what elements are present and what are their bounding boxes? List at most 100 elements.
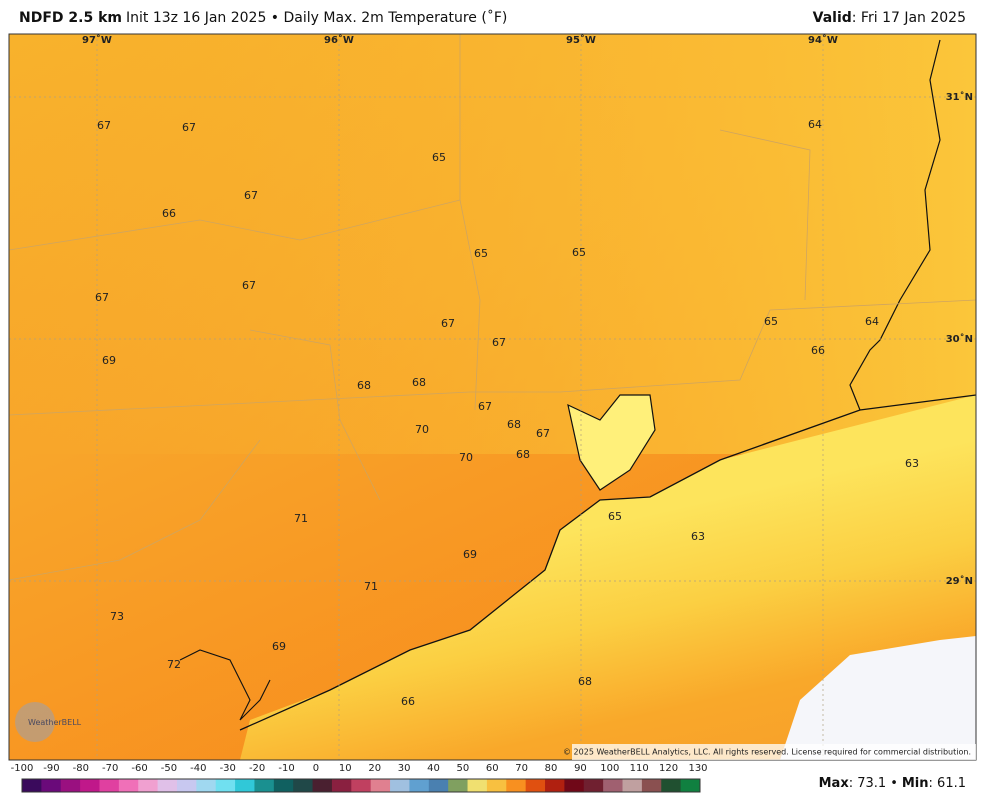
station-value: 67 [244, 189, 258, 202]
colorbar-label: -20 [249, 763, 265, 774]
colorbar-cell [564, 779, 585, 792]
station-value: 65 [572, 246, 586, 259]
lat-label: 30˚N [946, 333, 973, 345]
valid-label: Valid [813, 10, 852, 26]
colorbar-cell [312, 779, 333, 792]
colorbar-cell [22, 779, 42, 792]
colorbar-label: 50 [457, 763, 470, 774]
colorbar-cell [293, 779, 314, 792]
station-value: 68 [578, 675, 592, 688]
colorbar-label: 130 [688, 763, 707, 774]
lon-label: 95˚W [566, 34, 596, 46]
colorbar-label: -80 [73, 763, 89, 774]
state-border [849, 39, 941, 411]
colorbar-label: 80 [545, 763, 558, 774]
valid-time: Valid: Fri 17 Jan 2025 [813, 10, 966, 26]
colorbar-cell [118, 779, 139, 792]
lat-label: 29˚N [946, 575, 973, 587]
station-value: 66 [401, 695, 415, 708]
coastline [239, 394, 977, 731]
station-value: 71 [364, 580, 378, 593]
colorbar-cell [661, 779, 682, 792]
land-shade [9, 34, 976, 454]
colorbar-label: -70 [102, 763, 118, 774]
station-value: 67 [95, 291, 109, 304]
colorbar-label: 20 [368, 763, 381, 774]
colorbar-cell [176, 779, 197, 792]
colorbar-cell [41, 779, 62, 792]
colorbar-cell [603, 779, 624, 792]
colorbar-cell [370, 779, 391, 792]
colorbar-cell [235, 779, 255, 792]
colorbar-label: -30 [220, 763, 236, 774]
station-value: 71 [294, 512, 308, 525]
colorbar-frame [21, 778, 701, 793]
station-value: 67 [536, 427, 550, 440]
county-lines [8, 34, 977, 581]
valid-value: : Fri 17 Jan 2025 [852, 10, 966, 26]
copyright-bg [572, 744, 976, 760]
colorbar-label: 40 [427, 763, 440, 774]
colorbar: -100 -90 -80 -70 -60 -50 -40 -30 -20 -10 0 10 20 30 40… [11, 763, 708, 793]
stats: Max: 73.1 • Min: 61.1 [819, 776, 966, 791]
logo-text: WeatherBELL [28, 718, 82, 727]
colorbar-label: 100 [600, 763, 619, 774]
colorbar-cell [60, 779, 81, 792]
station-value: 67 [97, 119, 111, 132]
gulf [240, 395, 976, 760]
max-value: : 73.1 [849, 776, 886, 791]
colorbar-cell [254, 779, 275, 792]
colorbar-label: -90 [43, 763, 59, 774]
colorbar-cell [390, 779, 410, 792]
colorbar-cell [680, 779, 701, 792]
lon-label: 94˚W [808, 34, 838, 46]
min-value: : 61.1 [929, 776, 966, 791]
map: WeatherBELL © 2025 WeatherBELL Analytics… [8, 33, 977, 761]
colorbar-label: 60 [486, 763, 499, 774]
station-value: 67 [182, 121, 196, 134]
colorbar-cell [215, 779, 236, 792]
galveston-bay [567, 394, 656, 491]
colorbar-cell [351, 779, 372, 792]
colorbar-cell [80, 779, 100, 792]
station-value: 67 [242, 279, 256, 292]
colorbar-label: 30 [398, 763, 411, 774]
station-value: 65 [474, 247, 488, 260]
station-value: 68 [507, 418, 521, 431]
station-value: 63 [691, 530, 705, 543]
logo-icon [15, 702, 55, 742]
station-value: 68 [516, 448, 530, 461]
colorbar-cell [622, 779, 643, 792]
colorbar-cell [138, 779, 159, 792]
colorbar-label: 120 [659, 763, 678, 774]
colorbar-cell [448, 779, 469, 792]
colorbar-cell [331, 779, 352, 792]
station-value: 70 [415, 423, 429, 436]
colorbar-label: -10 [278, 763, 294, 774]
station-value: 67 [478, 400, 492, 413]
lon-label: 96˚W [324, 34, 354, 46]
lon-label: 97˚W [82, 34, 112, 46]
station-value: 72 [167, 658, 181, 671]
station-value: 69 [102, 354, 116, 367]
station-value: 66 [162, 207, 176, 220]
colorbar-cell [641, 779, 662, 792]
colorbar-cell [273, 779, 294, 792]
station-value: 68 [357, 379, 371, 392]
colorbar-cell [99, 779, 120, 792]
colorbar-label: -100 [11, 763, 34, 774]
station-value: 68 [412, 376, 426, 389]
colorbar-cell [486, 779, 507, 792]
no-data-area [780, 636, 976, 760]
bullet: • [890, 776, 898, 791]
graticule [9, 34, 976, 760]
station-value: 66 [811, 344, 825, 357]
colorbar-label: 110 [630, 763, 649, 774]
station-value: 67 [441, 317, 455, 330]
station-value: 64 [865, 315, 879, 328]
colorbar-label: -50 [161, 763, 177, 774]
colorbar-cell [583, 779, 604, 792]
map-frame [8, 33, 977, 761]
station-value: 65 [764, 315, 778, 328]
